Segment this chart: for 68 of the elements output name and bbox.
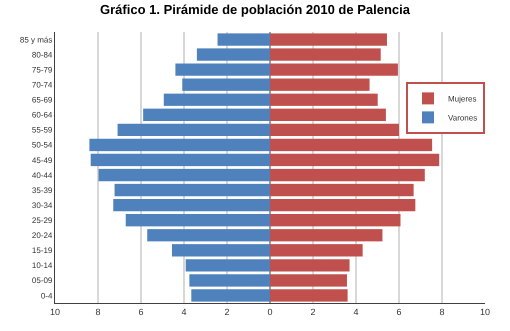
y-tick-label: 35-39: [32, 186, 53, 195]
bar: [270, 229, 382, 242]
y-tick-label: 15-19: [32, 246, 53, 256]
x-tick-label: 10: [480, 306, 490, 317]
x-tick-label: 2: [224, 306, 230, 317]
bar: [191, 289, 270, 302]
bar: [118, 124, 270, 136]
bar: [147, 229, 270, 242]
y-tick-label: 25-29: [32, 216, 53, 225]
legend-label: Mujeres: [448, 94, 476, 104]
x-tick-label: 6: [138, 306, 144, 317]
bar: [182, 78, 270, 91]
bar: [113, 198, 270, 212]
x-tick-label: 4: [353, 306, 359, 317]
bar: [90, 154, 270, 166]
y-tick-label: 65-69: [32, 96, 53, 105]
chart-title: Gráfico 1. Pirámide de población 2010 de Palencia: [100, 2, 411, 18]
bar: [270, 274, 347, 287]
y-tick-label: 75-79: [32, 65, 53, 74]
y-tick-label: 40-44: [32, 170, 53, 180]
y-tick-label: 50-54: [32, 140, 53, 150]
bar: [98, 168, 270, 182]
x-tick-label: 0: [267, 306, 273, 317]
bar: [126, 214, 270, 226]
y-tick-label: 85 y más: [20, 35, 52, 44]
bar: [218, 33, 270, 46]
y-tick-label: 45-49: [32, 156, 53, 165]
x-tick-label: 10: [50, 306, 60, 317]
bar: [270, 214, 401, 226]
bar: [186, 259, 270, 272]
y-tick-label: 0-4: [40, 291, 53, 300]
bar: [270, 124, 399, 136]
bar: [89, 138, 270, 152]
bar: [114, 184, 270, 196]
bar: [164, 94, 270, 106]
bar: [270, 289, 348, 302]
bar: [270, 108, 386, 121]
y-tick-label: 70-74: [32, 80, 53, 90]
bar: [270, 244, 363, 256]
bar: [270, 184, 414, 196]
legend-label: Varones: [448, 114, 478, 122]
y-tick-label: 05-09: [32, 276, 53, 286]
bar: [270, 63, 398, 76]
bar: [196, 48, 270, 61]
bar: [270, 259, 350, 272]
bar: [270, 154, 440, 166]
bar: [270, 78, 370, 91]
y-tick-label: 30-34: [32, 200, 53, 210]
x-tick-label: 8: [439, 306, 445, 317]
bar: [143, 108, 270, 121]
y-tick-label: 10-14: [32, 261, 53, 270]
bar: [270, 138, 432, 152]
bar: [270, 168, 425, 182]
bar: [189, 274, 270, 287]
x-tick-label: 2: [310, 306, 316, 317]
bar: [270, 33, 387, 46]
y-tick-label: 20-24: [32, 231, 53, 240]
bar: [175, 63, 270, 76]
y-tick-label: 55-59: [32, 126, 53, 135]
x-tick-label: 8: [95, 306, 101, 317]
bar: [172, 244, 270, 256]
bar: [270, 94, 378, 106]
bar: [270, 198, 416, 212]
x-tick-label: 6: [396, 306, 402, 317]
x-tick-label: 4: [181, 306, 187, 317]
y-tick-label: 80-84: [32, 50, 53, 60]
bar: [270, 48, 381, 61]
y-tick-label: 60-64: [32, 110, 53, 120]
